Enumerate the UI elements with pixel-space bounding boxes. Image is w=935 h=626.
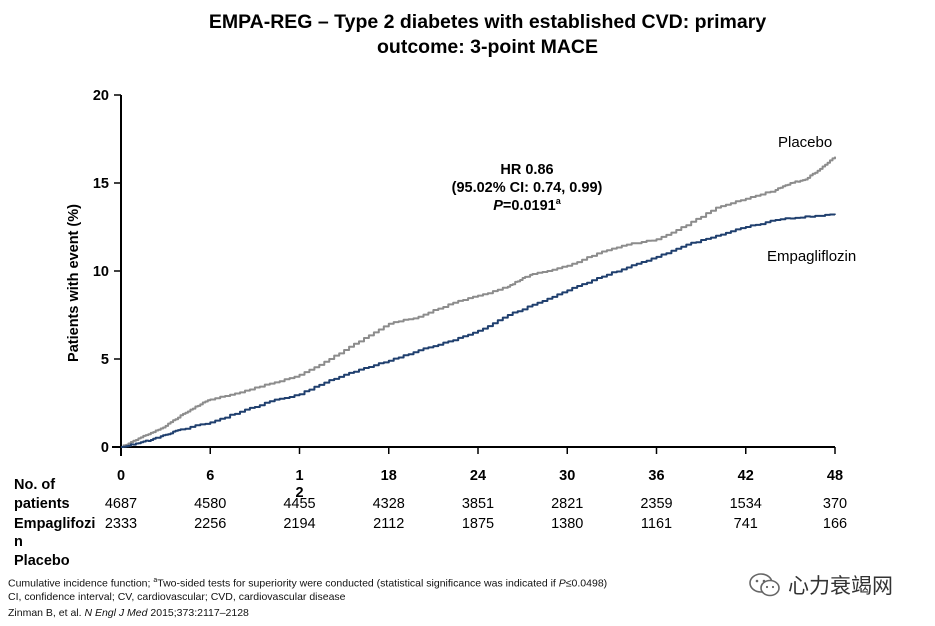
watermark: 心力衰竭网 [748,569,893,601]
footnote-line3-italic: N Engl J Med [84,607,148,619]
risk-header-line2: patients [14,496,70,512]
risk-value: 1875 [461,516,495,532]
x-tick-label: 36 [648,468,664,484]
risk-value: 1161 [640,516,673,532]
x-tick-label: 1 [295,468,303,484]
y-tick-label: 5 [101,352,109,368]
watermark-text: 心力衰竭网 [788,575,893,598]
x-tick-label: 18 [381,468,397,484]
risk-value: 2359 [640,496,673,512]
footnote-line1-italic: P [558,577,566,590]
series-line-empagliflozin [121,213,836,448]
risk-value: 4328 [372,496,405,512]
legend-empagliflozin: Empagliflozin [767,248,856,265]
risk-value: 4455 [283,496,316,512]
p-italic: P [493,198,503,214]
footnote-line1-prefix: Cumulative incidence function; [8,577,154,590]
footnote-line3-suffix: 2015;373:2117–2128 [147,607,249,619]
risk-value: 166 [822,516,848,532]
risk-value: 4580 [194,496,227,512]
risk-value: 1534 [729,496,762,512]
risk-row-label-empagliflozin: Empaglifozi [14,516,96,532]
series-line-placebo [121,156,836,448]
risk-row-label-placebo: Placebo [14,553,70,569]
risk-header-line1: No. of [14,477,56,493]
y-tick-label: 20 [93,88,109,104]
y-tick-label: 15 [93,176,109,192]
hr-line1: HR 0.86 [500,162,553,178]
risk-value: 370 [822,496,848,512]
chart-title-line2: outcome: 3-point MACE [377,36,598,58]
risk-value: 2333 [104,516,138,532]
x-tick-label: 30 [559,468,575,484]
x-tick-label: 6 [206,468,214,484]
footnote-line3-prefix: Zinman B, et al. [8,607,85,619]
chart-title: EMPA-REG – Type 2 diabetes with establis… [0,10,935,60]
x-tick-label: 0 [117,468,125,484]
p-number: =0.0191 [503,198,556,214]
risk-value: 4687 [104,496,138,512]
p-value: P=0.0191a [493,196,562,214]
footnote-line1: Cumulative incidence function; aTwo-side… [8,574,607,591]
x-tick-label: 42 [738,468,754,484]
risk-value: 2194 [283,516,316,532]
x-tick-label: 24 [470,468,486,484]
legend-placebo: Placebo [778,134,832,151]
risk-value: 1380 [551,516,584,532]
risk-value: 2821 [551,496,584,512]
footnote-line2: CI, confidence interval; CV, cardiovascu… [8,591,346,603]
footnote-line1-mid: Two-sided tests for superiority were con… [157,577,559,590]
chart-axes: 0 5 10 15 20 0 6 12 18 24 30 36 42 48 [93,88,843,501]
wechat-icon [749,573,780,597]
x-tick-label: 2 [295,485,303,501]
p-sup: a [556,196,562,206]
chart-series [121,156,836,448]
hr-line2: (95.02% CI: 0.74, 0.99) [452,180,603,196]
hr-annotation: HR 0.86 (95.02% CI: 0.74, 0.99) P=0.0191… [452,162,603,214]
x-tick-label: 48 [827,468,843,484]
risk-row-label-empagliflozin-wrap: n [14,534,23,550]
chart-title-line1: EMPA-REG – Type 2 diabetes with establis… [208,11,767,33]
footnote-line3: Zinman B, et al. N Engl J Med 2015;373:2… [8,606,249,620]
risk-value: 741 [733,516,758,532]
y-tick-label: 10 [93,264,109,280]
risk-value: 2112 [373,516,405,532]
risk-value: 3851 [461,496,495,512]
footnote-line1-suffix: ≤0.0498) [565,577,608,590]
footnote-line1-sup: a [153,577,158,584]
risk-value: 2256 [194,516,227,532]
y-axis-label: Patients with event (%) [66,204,82,362]
y-tick-label: 0 [101,440,109,456]
